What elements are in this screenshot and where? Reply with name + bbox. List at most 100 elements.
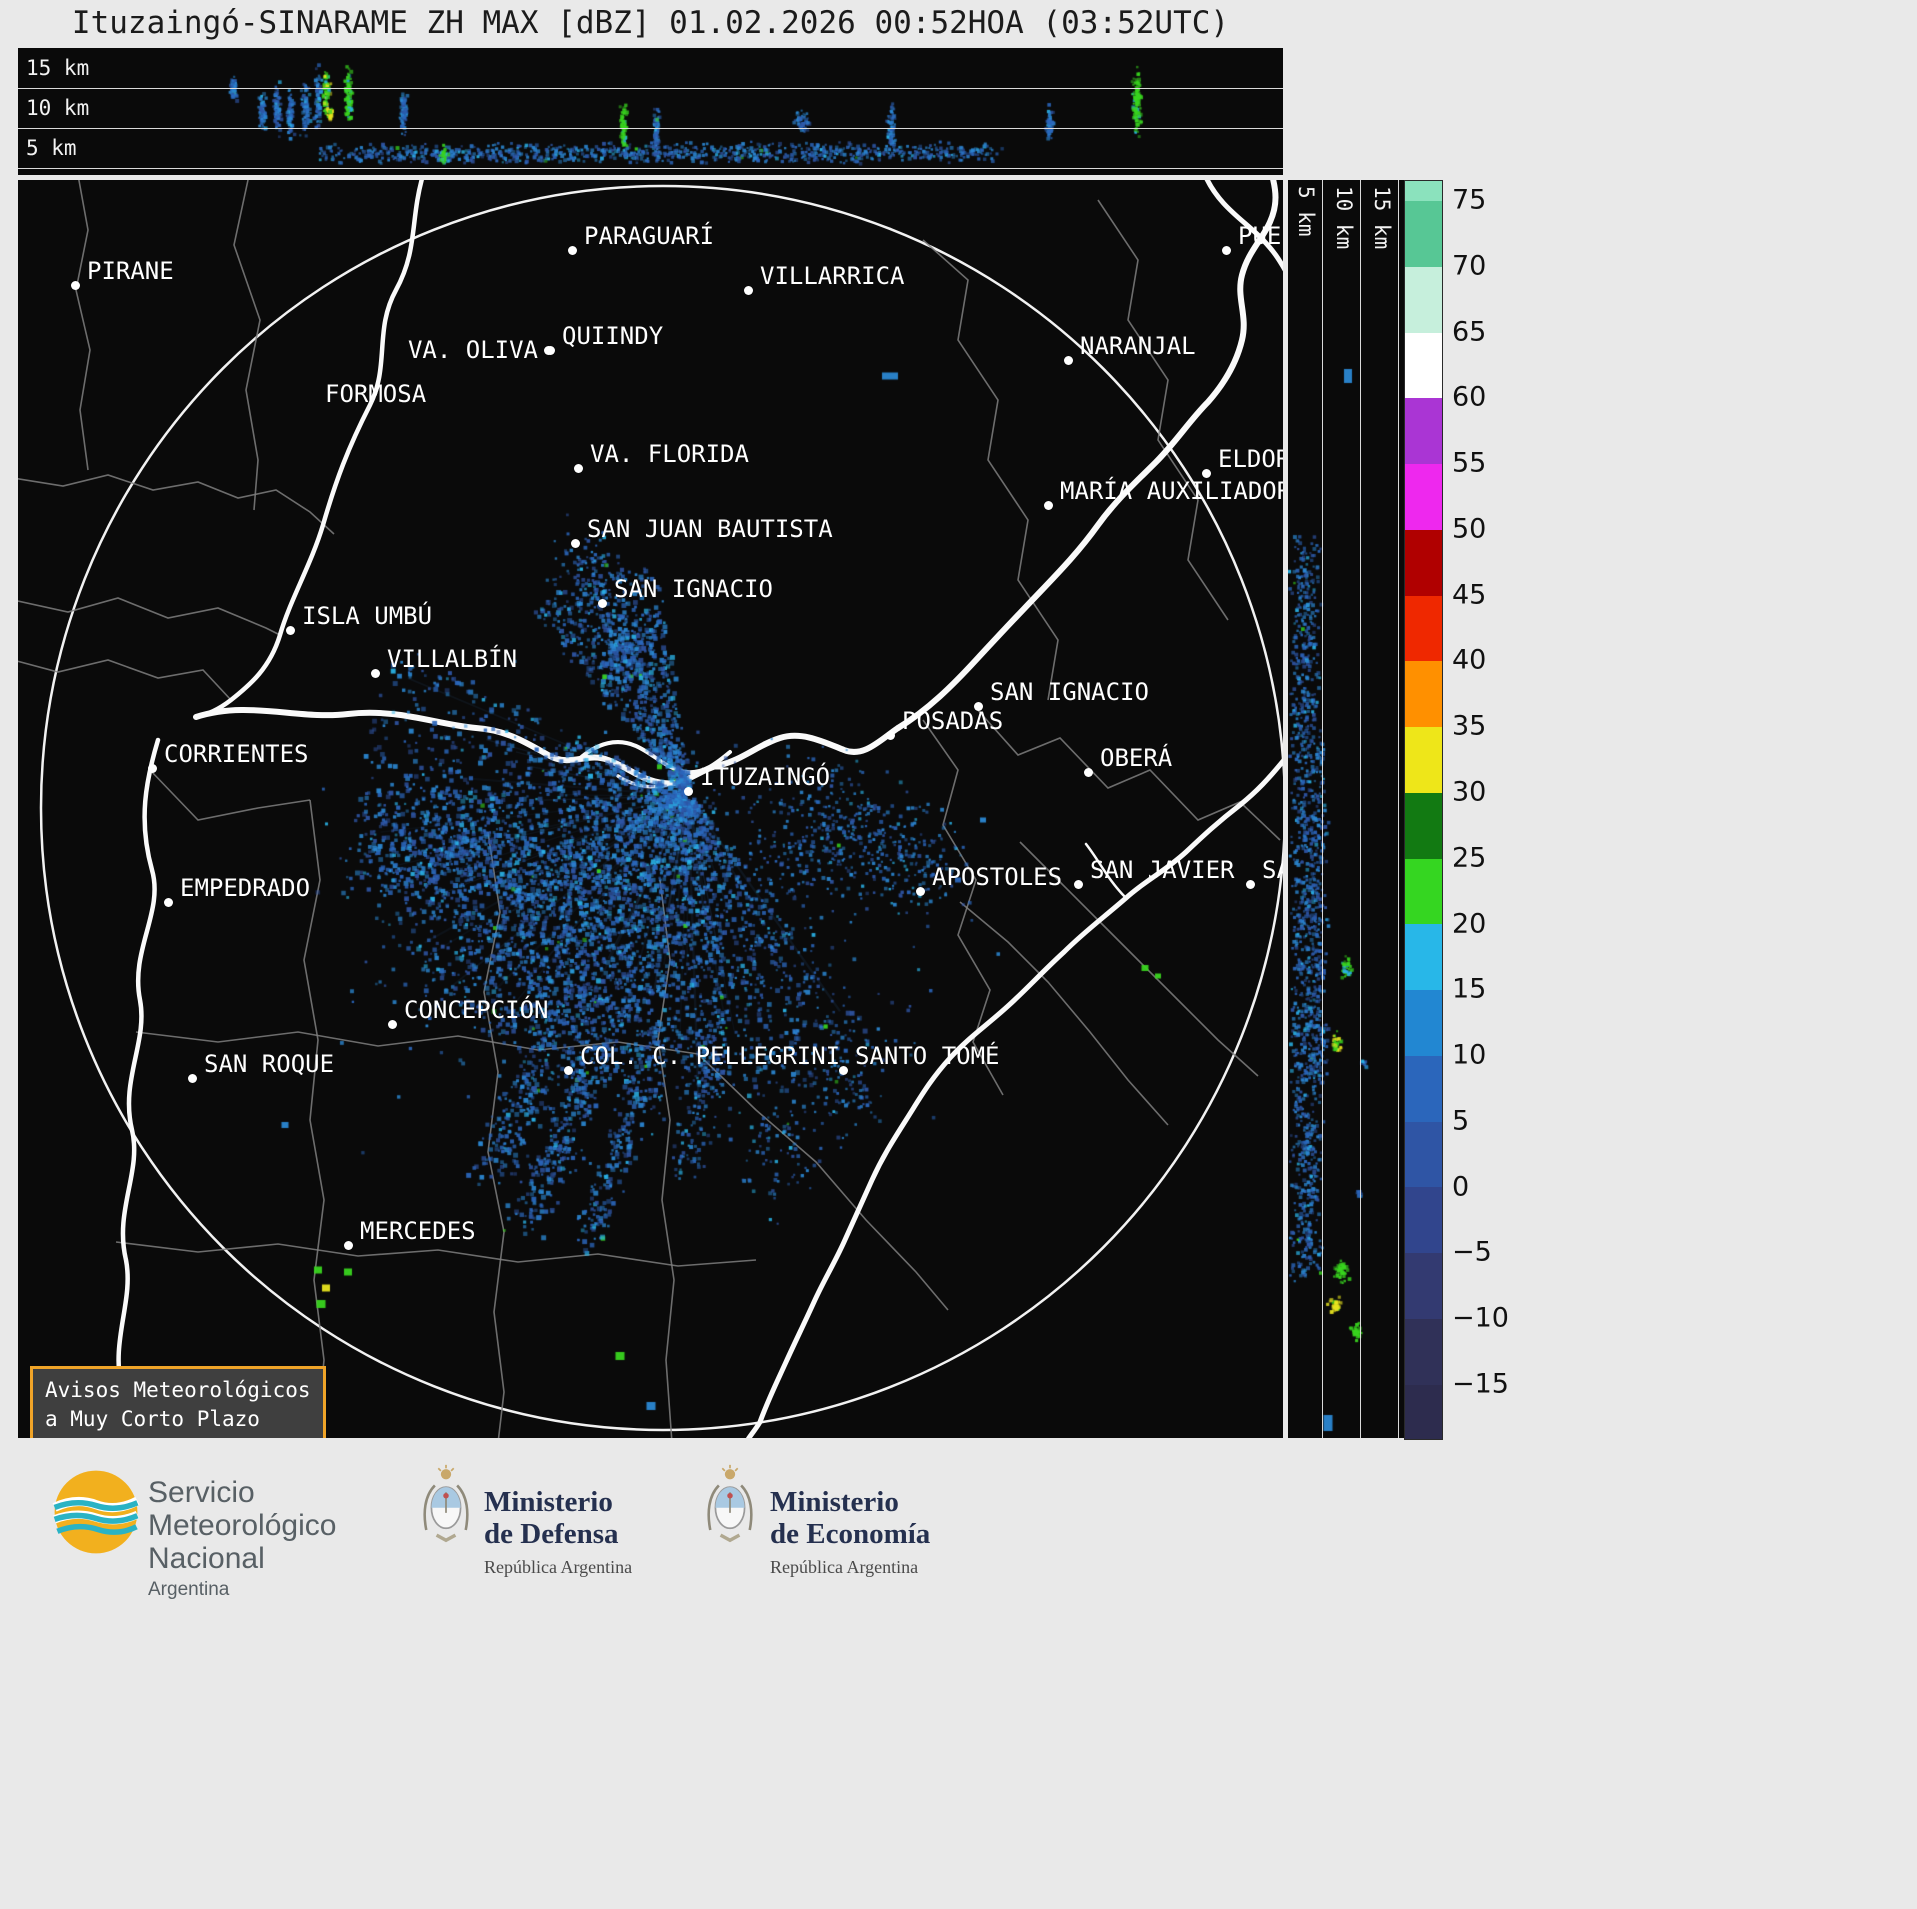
city-label: CONCEPCIÓN	[404, 996, 549, 1024]
colorbar-tick: 75	[1452, 184, 1487, 216]
colorbar-tick: 15	[1452, 973, 1487, 1005]
colorbar-band	[1405, 332, 1442, 399]
ministerio-defensa-wordmark: Ministerio de Defensa República Argentin…	[484, 1486, 632, 1578]
colorbar-tick: 40	[1452, 644, 1487, 676]
altitude-gridline	[1398, 180, 1399, 1438]
smn-line: Meteorológico	[148, 1509, 337, 1542]
city-marker	[885, 730, 895, 740]
colorbar-tick: 45	[1452, 579, 1487, 611]
colorbar-tick: −10	[1452, 1302, 1509, 1334]
colorbar-band	[1405, 661, 1442, 728]
ministry-line: Ministerio	[770, 1486, 899, 1518]
ministerio-economia-wordmark: Ministerio de Economía República Argenti…	[770, 1486, 930, 1578]
city-label: SAN IGNACIO	[614, 575, 773, 603]
city-label: MERCEDES	[360, 1217, 476, 1245]
colorbar-band	[1405, 398, 1442, 465]
city-label: SAN	[1262, 856, 1283, 884]
city-marker	[163, 897, 173, 907]
ministry-line: de Economía	[770, 1518, 931, 1551]
defensa-coat-of-arms-icon	[416, 1460, 476, 1556]
colorbar-band	[1405, 858, 1442, 925]
colorbar-band	[1405, 266, 1442, 333]
colorbar-tick: 65	[1452, 316, 1487, 348]
city-label: VILLARRICA	[760, 262, 905, 290]
colorbar-tick: 60	[1452, 381, 1487, 413]
altitude-label: 5 km	[26, 136, 77, 160]
warning-notice-box: Avisos Meteorológicos a Muy Corto Plazo	[30, 1366, 326, 1438]
city-marker	[387, 1019, 397, 1029]
altitude-gridline	[18, 88, 1283, 89]
colorbar-band	[1405, 201, 1442, 267]
city-label: SAN IGNACIO	[990, 678, 1149, 706]
vertical-cross-section-right: 5 km 10 km 15 km	[1288, 180, 1404, 1438]
colorbar-tick: 30	[1452, 776, 1487, 808]
city-marker	[570, 538, 580, 548]
city-label: CORRIENTES	[164, 740, 309, 768]
colorbar-tick: 35	[1452, 710, 1487, 742]
radar-map: PIRANE PARAGUARÍ VILLARRICA QUIINDY VA. OLIV…	[18, 180, 1283, 1438]
city-label: SAN JAVIER	[1090, 856, 1235, 884]
city-label: VA. OLIVA	[407, 336, 538, 364]
city-label: ELDOR	[1218, 445, 1283, 473]
city-marker	[1073, 879, 1083, 889]
altitude-label: 15 km	[26, 56, 90, 80]
colorbar-band	[1405, 1384, 1442, 1439]
city-marker	[838, 1065, 848, 1075]
colorbar-tick: −5	[1452, 1236, 1492, 1268]
city-marker	[285, 625, 295, 635]
right-cross-section-canvas	[1288, 180, 1404, 1438]
city-label: ISLA UMBÚ	[302, 602, 433, 630]
colorbar-tick: 5	[1452, 1105, 1470, 1137]
colorbar-band	[1405, 181, 1442, 201]
city-marker	[543, 345, 553, 355]
footer: Servicio Meteorológico Nacional Argentin…	[0, 1438, 1917, 1909]
city-label: NARANJAL	[1080, 332, 1196, 360]
city-label: POSADAS	[902, 707, 1004, 735]
city-marker	[563, 1065, 573, 1075]
smn-sun-icon	[52, 1470, 140, 1554]
city-marker	[743, 285, 753, 295]
colorbar-tick: 0	[1452, 1171, 1470, 1203]
city-marker	[70, 280, 80, 290]
colorbar-tick: 50	[1452, 513, 1487, 545]
smn-country: Argentina	[148, 1579, 230, 1600]
colorbar-swatches	[1404, 180, 1443, 1440]
colorbar-tick: 25	[1452, 842, 1487, 874]
colorbar-band	[1405, 727, 1442, 793]
altitude-gridline	[18, 168, 1283, 169]
vertical-cross-section-top: 15 km 10 km 5 km	[18, 48, 1283, 175]
ministry-line: de Defensa	[484, 1518, 619, 1551]
altitude-gridline	[18, 128, 1283, 129]
city-label: COL. C. PELLEGRINI	[580, 1042, 841, 1070]
altitude-gridline	[1322, 180, 1323, 1438]
city-label: SAN ROQUE	[204, 1050, 335, 1078]
smn-line: Nacional	[148, 1542, 265, 1575]
smn-wordmark: Servicio Meteorológico Nacional Argentin…	[148, 1476, 336, 1601]
city-marker	[1043, 500, 1053, 510]
altitude-label: 10 km	[1332, 186, 1356, 250]
colorbar-tick: 55	[1452, 447, 1487, 479]
altitude-label: 5 km	[1294, 186, 1318, 237]
ministry-line: Ministerio	[484, 1486, 613, 1518]
colorbar-band	[1405, 1055, 1442, 1122]
colorbar-band	[1405, 1121, 1442, 1188]
city-label: PUE	[1238, 222, 1282, 250]
city-label: ITUZAINGÓ	[700, 763, 831, 791]
notice-line: Avisos Meteorológicos	[45, 1378, 311, 1402]
colorbar-band	[1405, 1253, 1442, 1320]
radar-echo-canvas	[18, 180, 1283, 1438]
colorbar-band	[1405, 529, 1442, 596]
city-label: VA. FLORIDA	[590, 440, 749, 468]
colorbar-tick: −15	[1452, 1368, 1509, 1400]
colorbar-band	[1405, 595, 1442, 662]
reflectivity-colorbar: 75 70 65 60 55 50 45 40 35 30 25 20 15 10 5 0 −5 −10 −15	[1404, 180, 1564, 1440]
city-label: SANTO TOMÉ	[855, 1042, 1000, 1070]
city-marker	[370, 668, 380, 678]
colorbar-band	[1405, 464, 1442, 530]
colorbar-band	[1405, 924, 1442, 991]
city-marker	[573, 463, 583, 473]
top-cross-section-canvas	[18, 48, 1283, 175]
ministry-sub: República Argentina	[484, 1556, 633, 1577]
altitude-label: 15 km	[1370, 186, 1394, 250]
